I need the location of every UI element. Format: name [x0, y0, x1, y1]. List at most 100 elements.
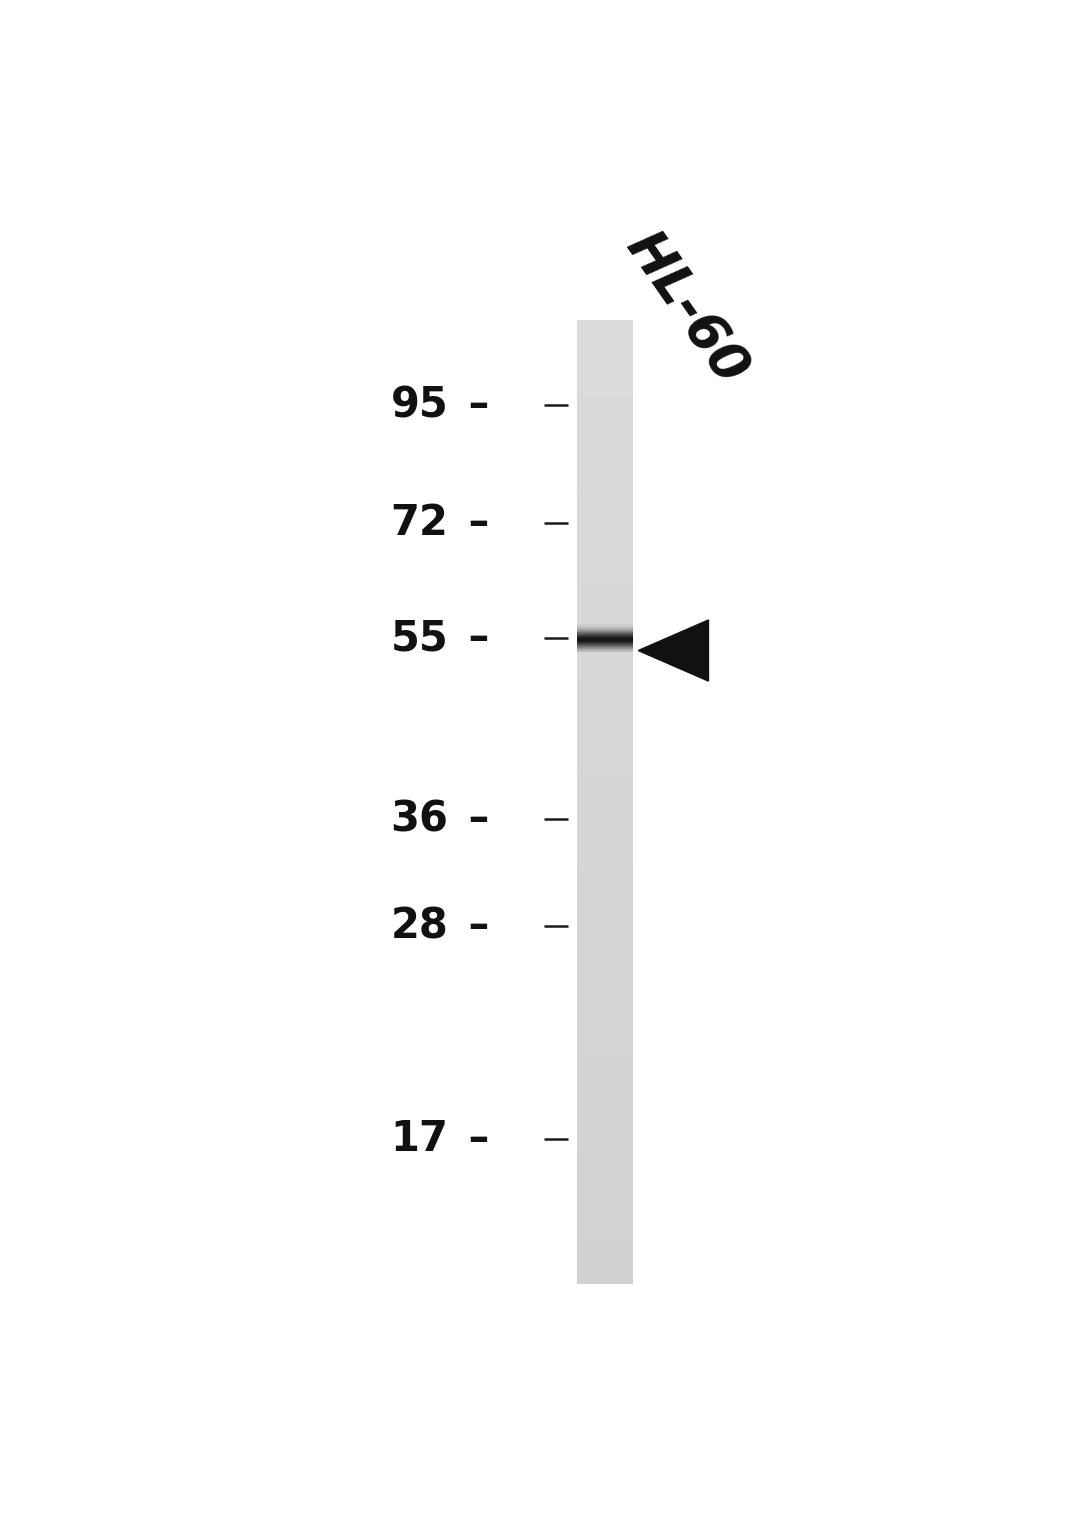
Bar [577, 538, 633, 543]
Bar [577, 1274, 633, 1277]
Bar [577, 1006, 633, 1009]
Bar [577, 327, 633, 330]
Bar [577, 1093, 633, 1096]
Bar [577, 742, 633, 745]
Bar [577, 1121, 633, 1125]
Bar [577, 375, 633, 379]
Bar [577, 465, 633, 468]
Bar [577, 986, 633, 991]
Bar [577, 1031, 633, 1034]
Bar [577, 517, 633, 521]
Bar [577, 567, 633, 572]
Bar [577, 579, 633, 584]
Bar [577, 1020, 633, 1024]
Bar [577, 735, 633, 740]
Bar [577, 1156, 633, 1159]
Text: 28: 28 [390, 905, 448, 948]
Bar [577, 977, 633, 982]
Bar [577, 1145, 633, 1150]
Bar [577, 1090, 633, 1095]
Bar [577, 587, 633, 590]
Bar [577, 596, 633, 601]
Bar [577, 387, 633, 391]
Bar [577, 676, 633, 680]
Bar [577, 589, 633, 593]
Bar [577, 830, 633, 833]
Bar [577, 905, 633, 908]
Bar [577, 515, 633, 518]
Bar [577, 855, 633, 858]
Bar [577, 739, 633, 743]
Bar [577, 781, 633, 786]
Bar [577, 775, 633, 778]
Bar [577, 1148, 633, 1151]
Bar [577, 1258, 633, 1263]
Text: 55: 55 [391, 618, 448, 659]
Bar [577, 893, 633, 896]
Bar [577, 329, 633, 333]
Bar [577, 1220, 633, 1225]
Bar [577, 1086, 633, 1089]
Bar [577, 1190, 633, 1193]
Bar [577, 1217, 633, 1222]
Bar [577, 691, 633, 694]
Bar [577, 630, 633, 635]
Bar [577, 394, 633, 398]
Bar [577, 1232, 633, 1235]
Bar [577, 616, 633, 619]
Bar [577, 768, 633, 772]
Bar [577, 572, 633, 576]
Bar [577, 671, 633, 676]
Bar [577, 1246, 633, 1251]
Bar [577, 792, 633, 795]
Bar [577, 901, 633, 904]
Bar [577, 474, 633, 477]
Bar [577, 1245, 633, 1248]
Bar [577, 378, 633, 381]
Bar [577, 618, 633, 622]
Bar [577, 482, 633, 485]
Bar [577, 722, 633, 726]
Bar [577, 1235, 633, 1238]
Bar [577, 680, 633, 685]
Bar [577, 566, 633, 569]
Bar [577, 457, 633, 460]
Bar [577, 945, 633, 950]
Bar [577, 609, 633, 613]
Bar [577, 688, 633, 693]
Bar [577, 526, 633, 531]
Bar [577, 683, 633, 687]
Bar [577, 462, 633, 465]
Bar [577, 601, 633, 605]
Bar [577, 1070, 633, 1075]
Bar [577, 815, 633, 820]
Bar [577, 1157, 633, 1162]
Bar [577, 1131, 633, 1135]
Bar [577, 1271, 633, 1275]
Bar [577, 794, 633, 798]
Bar [577, 1014, 633, 1017]
Bar [577, 948, 633, 953]
Bar [577, 495, 633, 500]
Bar [577, 729, 633, 732]
Bar [577, 685, 633, 690]
Bar [577, 960, 633, 965]
Bar [577, 1098, 633, 1101]
Bar [577, 662, 633, 665]
Bar [577, 558, 633, 561]
Bar [577, 391, 633, 396]
Bar [577, 370, 633, 375]
Bar [577, 622, 633, 627]
Bar [577, 396, 633, 401]
Bar [577, 1165, 633, 1168]
Bar [577, 639, 633, 644]
Bar [577, 440, 633, 443]
Bar [577, 1150, 633, 1154]
Bar [577, 752, 633, 757]
Bar [577, 1203, 633, 1208]
Bar [577, 575, 633, 579]
Bar [577, 772, 633, 777]
Bar [577, 702, 633, 706]
Bar [577, 1052, 633, 1055]
Bar [577, 763, 633, 766]
